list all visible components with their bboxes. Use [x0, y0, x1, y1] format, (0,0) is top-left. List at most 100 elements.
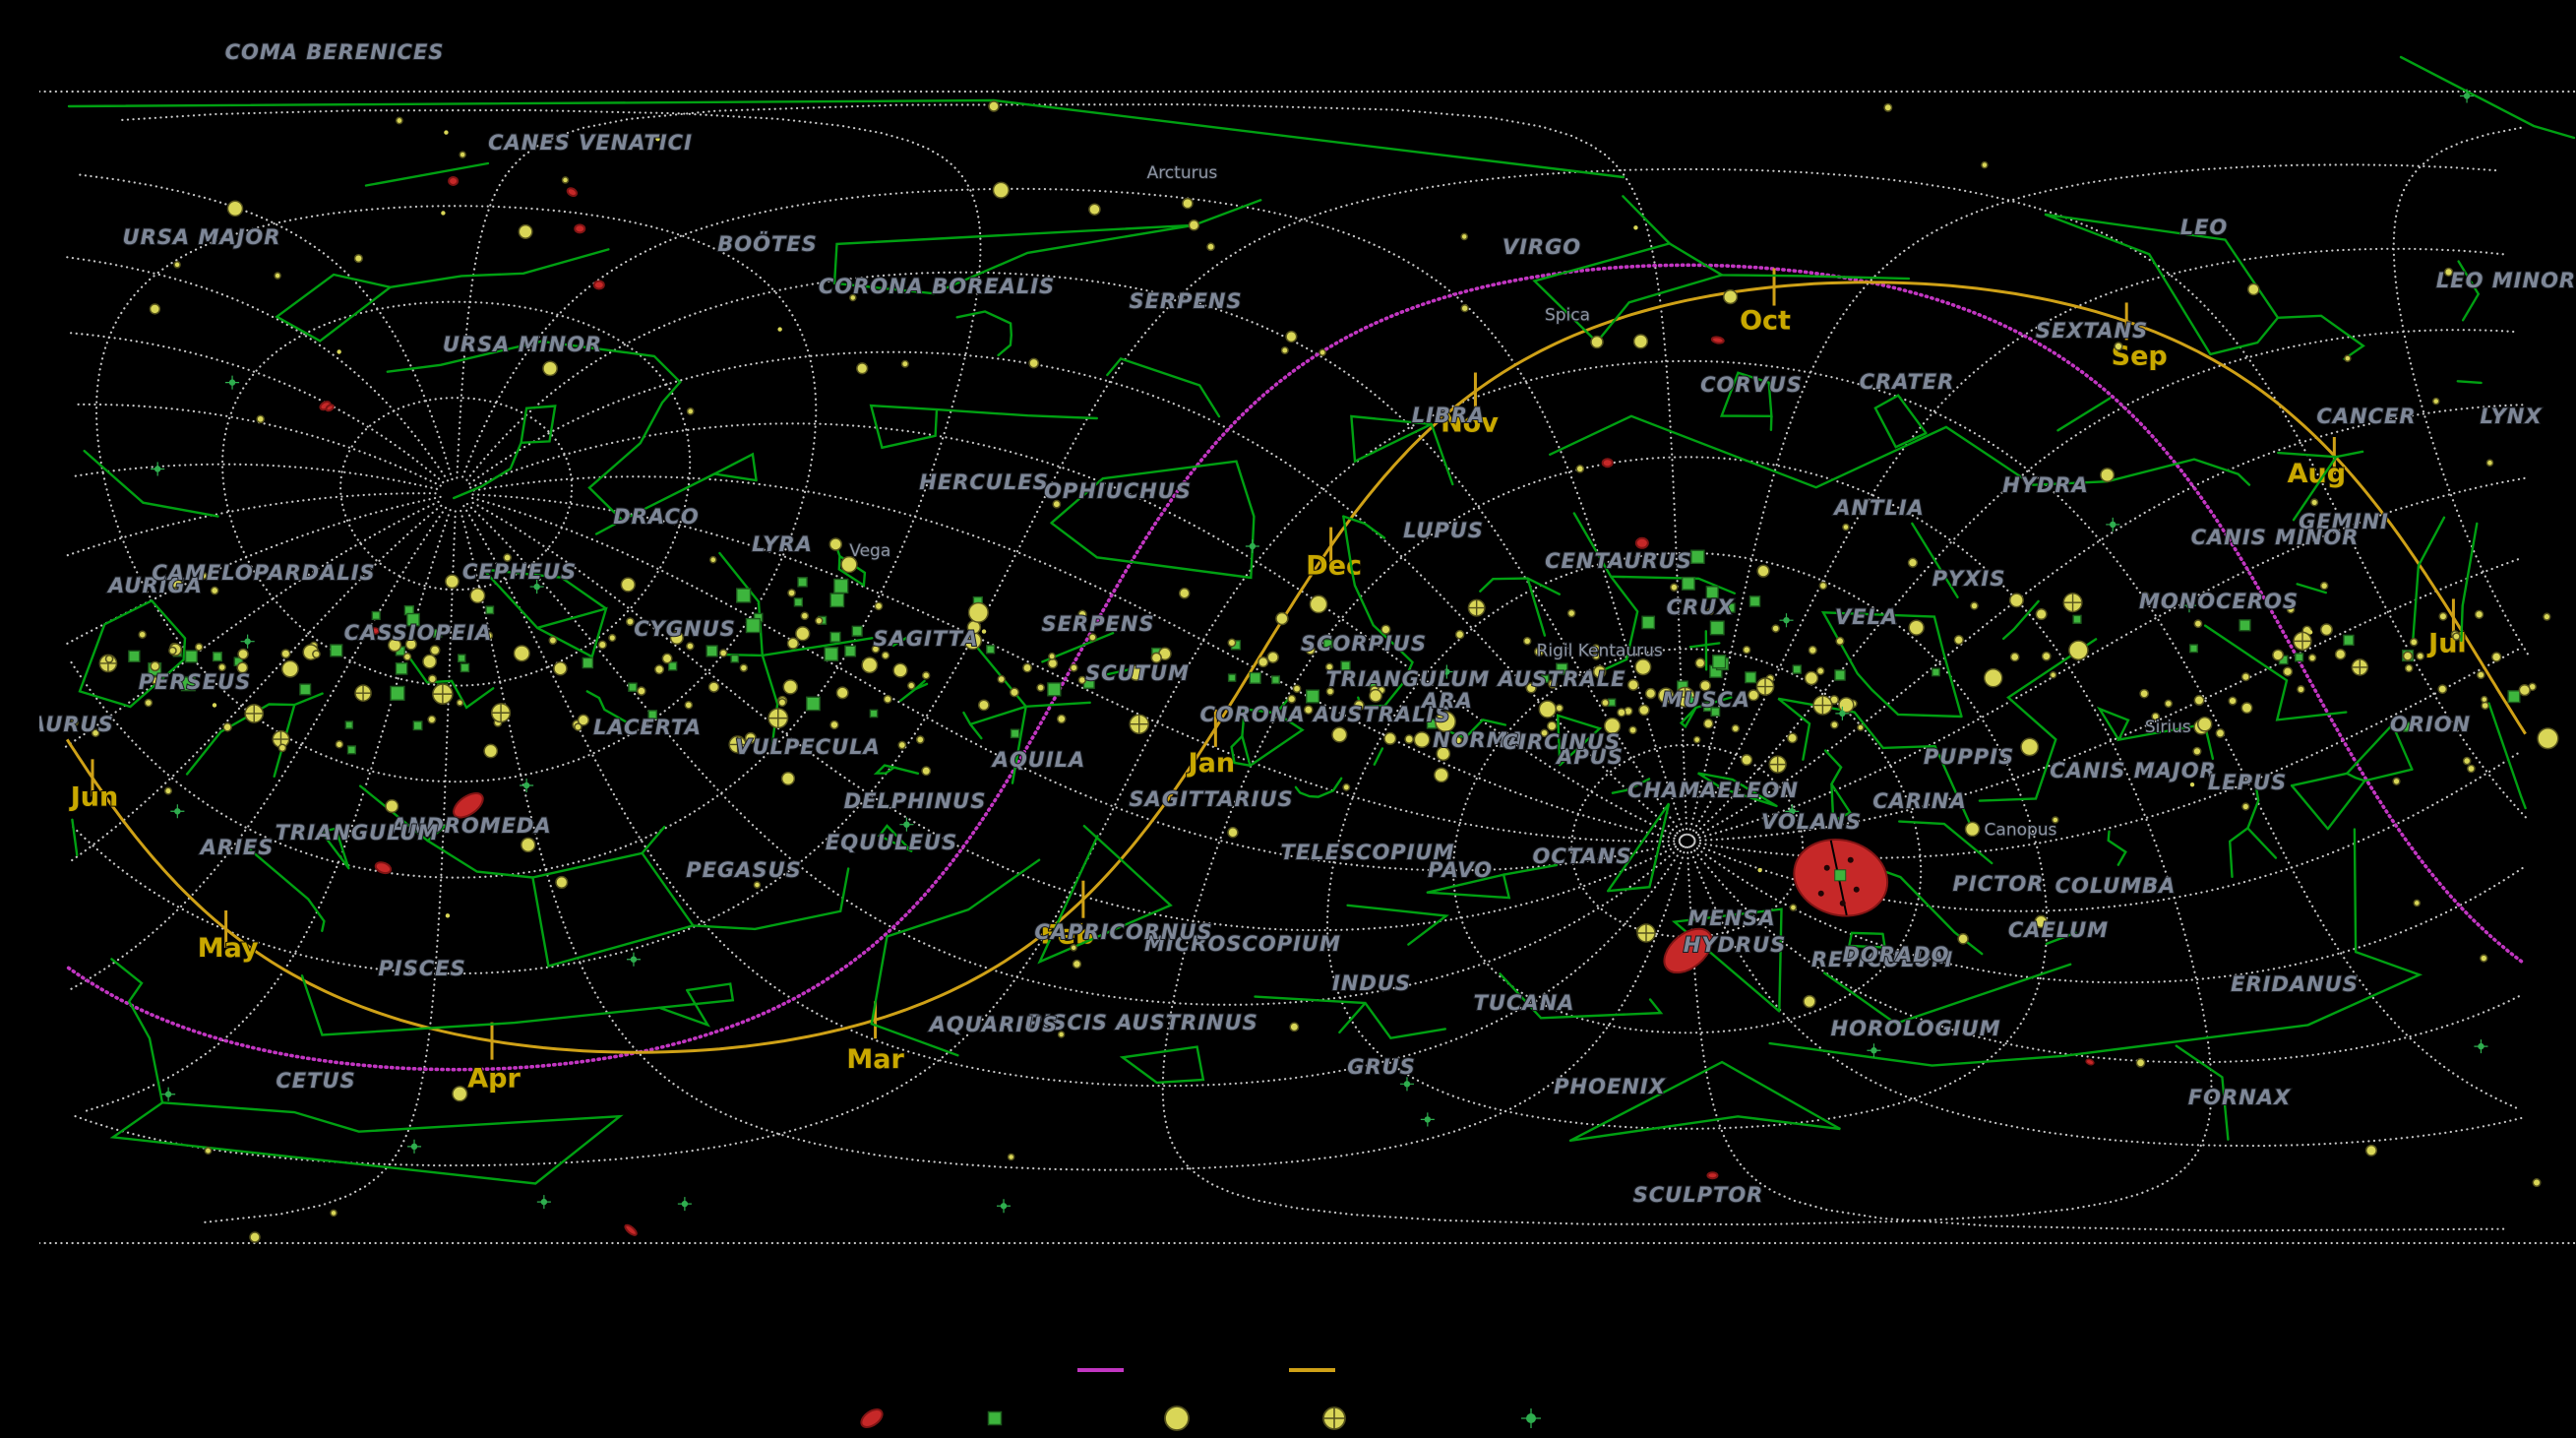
legend-star-marker	[1164, 1406, 1190, 1431]
star-dot	[1815, 666, 1825, 676]
constellation-label-perseus: PERSEUS	[139, 670, 252, 694]
constellation-lines-aries	[249, 848, 326, 932]
star-dot	[921, 766, 932, 777]
constellation-label-grus: GRUS	[1347, 1055, 1416, 1079]
open-cluster-square	[390, 685, 405, 701]
variable-star-cross	[1637, 924, 1655, 942]
star-dot	[1522, 636, 1532, 646]
constellation-lines-scorpius	[1342, 515, 1414, 709]
month-label-oct: Oct	[1740, 306, 1791, 337]
small-cluster-spikes	[161, 1087, 176, 1101]
constellation-lines-pyxis	[2002, 599, 2040, 641]
star-dot	[1534, 646, 1545, 657]
constellation-label-leo: LEO	[2180, 216, 2229, 239]
small-cluster-spikes	[536, 1195, 551, 1210]
star-dot	[1435, 711, 1456, 733]
star-dot	[883, 694, 892, 704]
star-dot	[1970, 601, 1979, 610]
star-dot	[1077, 609, 1087, 619]
star-dot	[483, 743, 499, 759]
galaxy-smc	[1663, 927, 1713, 974]
small-cluster-spikes	[2181, 598, 2197, 613]
star-dot	[1964, 821, 1981, 838]
variable-star-cross	[432, 684, 453, 705]
star-dot	[513, 645, 530, 662]
star-dot	[1632, 334, 1649, 349]
star-dot	[654, 664, 665, 675]
star-dot	[456, 699, 464, 707]
constellation-lines-virgo	[1595, 274, 1724, 344]
constellation-label-triangulum: TRIANGULUM	[276, 821, 440, 844]
star-dot	[2020, 737, 2040, 757]
star-dot	[2196, 717, 2213, 732]
constellation-lines-scorpius	[1342, 515, 1386, 539]
star-dot	[686, 642, 695, 651]
small-galaxy-dot	[370, 627, 380, 635]
open-cluster-square	[797, 577, 808, 588]
month-label-nov: Nov	[1441, 408, 1499, 439]
constellation-label-lupus: LUPUS	[1403, 519, 1484, 542]
constellation-label-serpens: SERPENS	[1041, 612, 1154, 636]
tiny-star-dot	[655, 136, 660, 142]
constellation-label-pyxis: PYXIS	[1932, 567, 2006, 591]
star-dot	[1804, 670, 1819, 686]
star-dot	[274, 272, 281, 280]
lmc-detail-dot	[1839, 900, 1846, 907]
constellation-lines-cepheus	[479, 567, 608, 658]
lmc-detail-dot	[1853, 886, 1860, 893]
small-cluster-spikes	[1835, 706, 1850, 720]
star-label-arcturus: Arcturus	[1147, 163, 1218, 183]
open-cluster-square	[2507, 690, 2521, 704]
open-cluster-square	[2072, 614, 2082, 624]
star-dot	[1289, 1022, 1300, 1032]
open-cluster-square	[1340, 660, 1351, 671]
small-cluster-spikes	[1684, 693, 1698, 708]
constellation-lines-serpens-caput	[1106, 356, 1221, 418]
star-dot	[1748, 689, 1760, 702]
constellation-label-sextans: SEXTANS	[2036, 319, 2148, 343]
constellation-label-columba: COLUMBA	[2055, 874, 2177, 898]
galaxy-m63	[566, 187, 579, 198]
galaxy-m82	[325, 404, 335, 412]
star-dot	[2481, 701, 2489, 711]
small-cluster-spikes	[529, 580, 544, 594]
constellation-label-indus: INDUS	[1332, 971, 1411, 995]
star-dot	[753, 881, 762, 889]
star-dot	[427, 674, 438, 684]
ra-meridian	[74, 463, 2528, 841]
galaxy-cen-a	[1634, 536, 1649, 549]
star-dot	[503, 553, 512, 562]
star-dot	[1838, 697, 1855, 714]
star-dot	[1756, 564, 1770, 578]
star-dot	[2537, 727, 2559, 750]
star-dot	[2462, 756, 2472, 766]
constellation-lines-antlia	[1911, 522, 1959, 598]
star-dot	[2241, 802, 2250, 811]
constellation-lines-sagittarius	[1230, 695, 1292, 765]
star-dot	[608, 633, 617, 643]
star-dot	[1266, 651, 1279, 663]
open-cluster-square	[793, 597, 804, 607]
variable-star-cross	[245, 704, 264, 723]
constellation-lines-hydra	[1549, 414, 2251, 489]
star-dot	[222, 722, 232, 732]
constellation-label-aquila: AQUILA	[991, 748, 1086, 772]
star-dot	[856, 362, 869, 375]
constellation-lines-virgo	[1532, 242, 1671, 344]
star-dot	[150, 660, 160, 672]
ra-meridian	[79, 163, 2501, 837]
constellation-label-piscis-austrinus: PISCIS AUSTRINUS	[1026, 1011, 1258, 1034]
star-dot	[2485, 459, 2494, 468]
constellation-lines-canis-major	[2096, 706, 2206, 742]
star-dot	[1957, 933, 1969, 945]
star-dot	[2272, 649, 2285, 661]
month-label-apr: Apr	[467, 1064, 521, 1094]
constellation-lines-pisces	[300, 974, 661, 1036]
star-dot	[1292, 684, 1302, 694]
constellation-label-norma: NORMA	[1433, 728, 1525, 752]
galaxy-ngc-253	[624, 1223, 638, 1236]
open-cluster-square	[1834, 669, 1846, 681]
constellation-lines-piscis-austrinus	[1119, 1045, 1205, 1085]
tiny-star-dot	[2189, 782, 2195, 787]
star-dot	[1047, 657, 1059, 669]
